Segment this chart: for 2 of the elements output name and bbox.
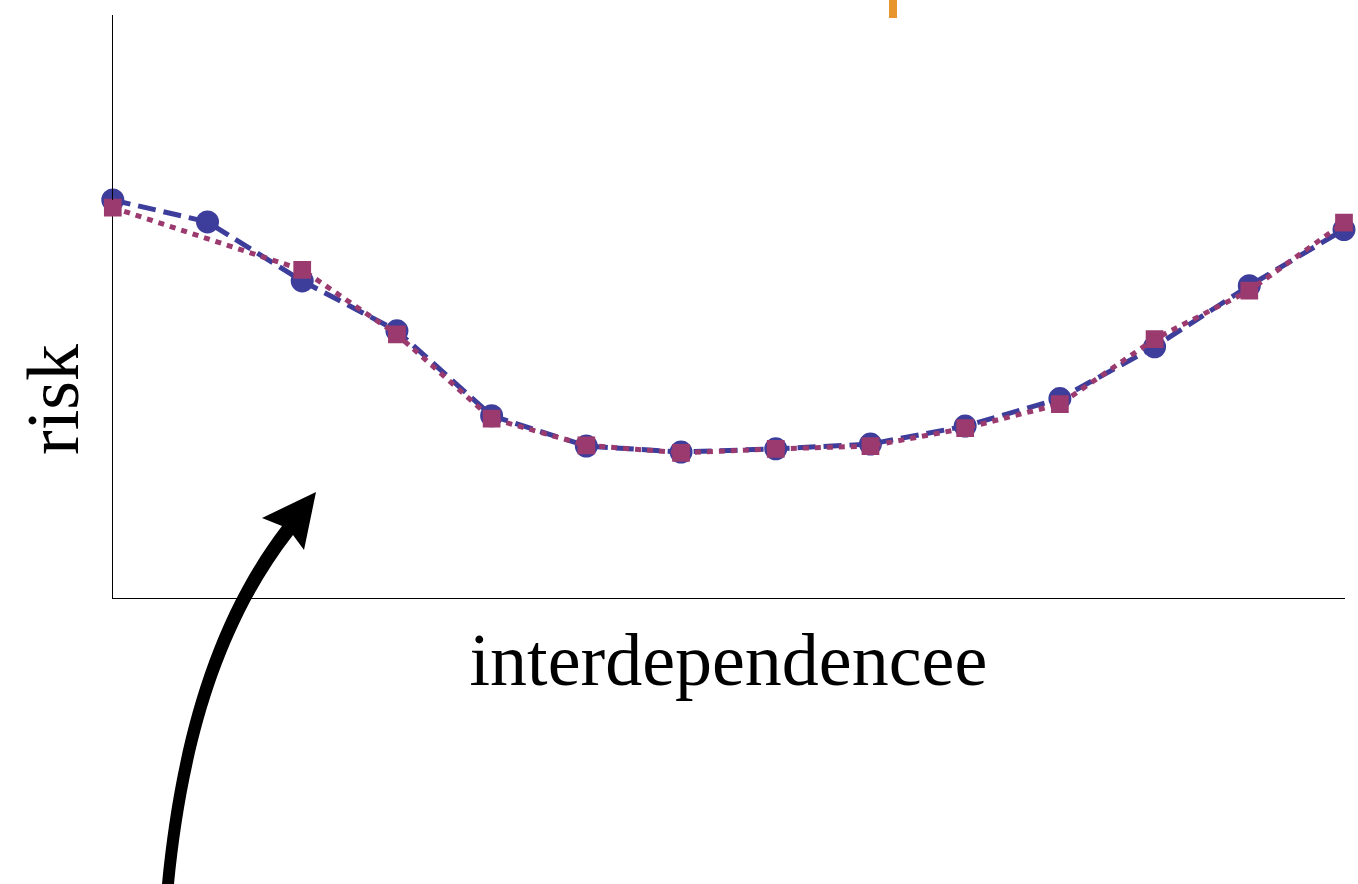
x-axis-title: interdependencee	[469, 619, 988, 702]
y-axis-title: risk	[11, 343, 94, 455]
